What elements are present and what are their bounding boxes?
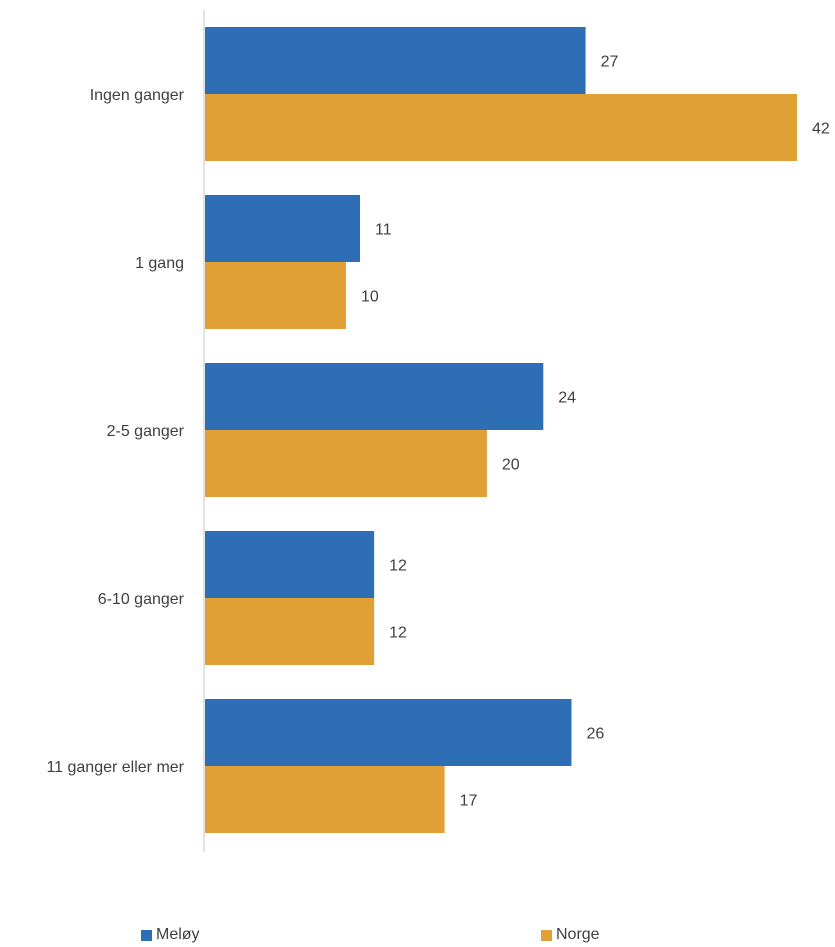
value-labels-group: 27 42 11 10 24 20 12 12 26 17: [361, 54, 830, 810]
value-label-1-gang-series-1: 10: [361, 289, 379, 306]
legend-swatch-norge: [541, 929, 552, 941]
value-label-6-10-ganger-series-1: 12: [389, 625, 407, 642]
category-label-2-5-ganger: 2-5 ganger: [107, 423, 185, 440]
category-label-1-gang: 1 gang: [135, 255, 184, 272]
category-label-11-ganger-eller-mer: 11 ganger eller mer: [46, 759, 184, 776]
value-label-2-5-ganger-series-1: 20: [502, 457, 520, 474]
bar-6-10-ganger-series-1: [205, 598, 375, 665]
category-label-ingen-ganger: Ingen ganger: [90, 87, 185, 104]
bar-11-ganger-eller-mer-series-1: [205, 766, 445, 833]
value-label-2-5-ganger-series-0: 24: [558, 390, 576, 407]
value-label-ingen-ganger-series-1: 42: [812, 121, 830, 138]
value-label-11-ganger-eller-mer-series-1: 17: [460, 793, 478, 810]
bar-1-gang-series-1: [205, 262, 346, 329]
legend-label-norge: Norge: [556, 926, 600, 943]
bars-group: [205, 27, 797, 833]
bar-2-5-ganger-series-0: [205, 363, 544, 430]
legend-item-norge: Norge: [541, 926, 600, 944]
legend-swatch-meloy: [141, 929, 152, 941]
bar-11-ganger-eller-mer-series-0: [205, 699, 572, 766]
category-labels-group: Ingen ganger 1 gang 2-5 ganger 6-10 ganger 1…: [46, 87, 184, 776]
bar-2-5-ganger-series-1: [205, 430, 487, 497]
value-label-ingen-ganger-series-0: 27: [601, 54, 619, 71]
bar-1-gang-series-0: [205, 195, 361, 262]
legend-item-meloy: Meløy: [141, 926, 200, 944]
bar-ingen-ganger-series-0: [205, 27, 586, 94]
bar-ingen-ganger-series-1: [205, 94, 797, 161]
value-label-1-gang-series-0: 11: [375, 222, 392, 239]
bar-6-10-ganger-series-0: [205, 531, 375, 598]
category-label-6-10-ganger: 6-10 ganger: [98, 591, 185, 608]
value-label-11-ganger-eller-mer-series-0: 26: [586, 726, 604, 743]
legend-label-meloy: Meløy: [156, 926, 200, 943]
value-label-6-10-ganger-series-0: 12: [389, 558, 407, 575]
